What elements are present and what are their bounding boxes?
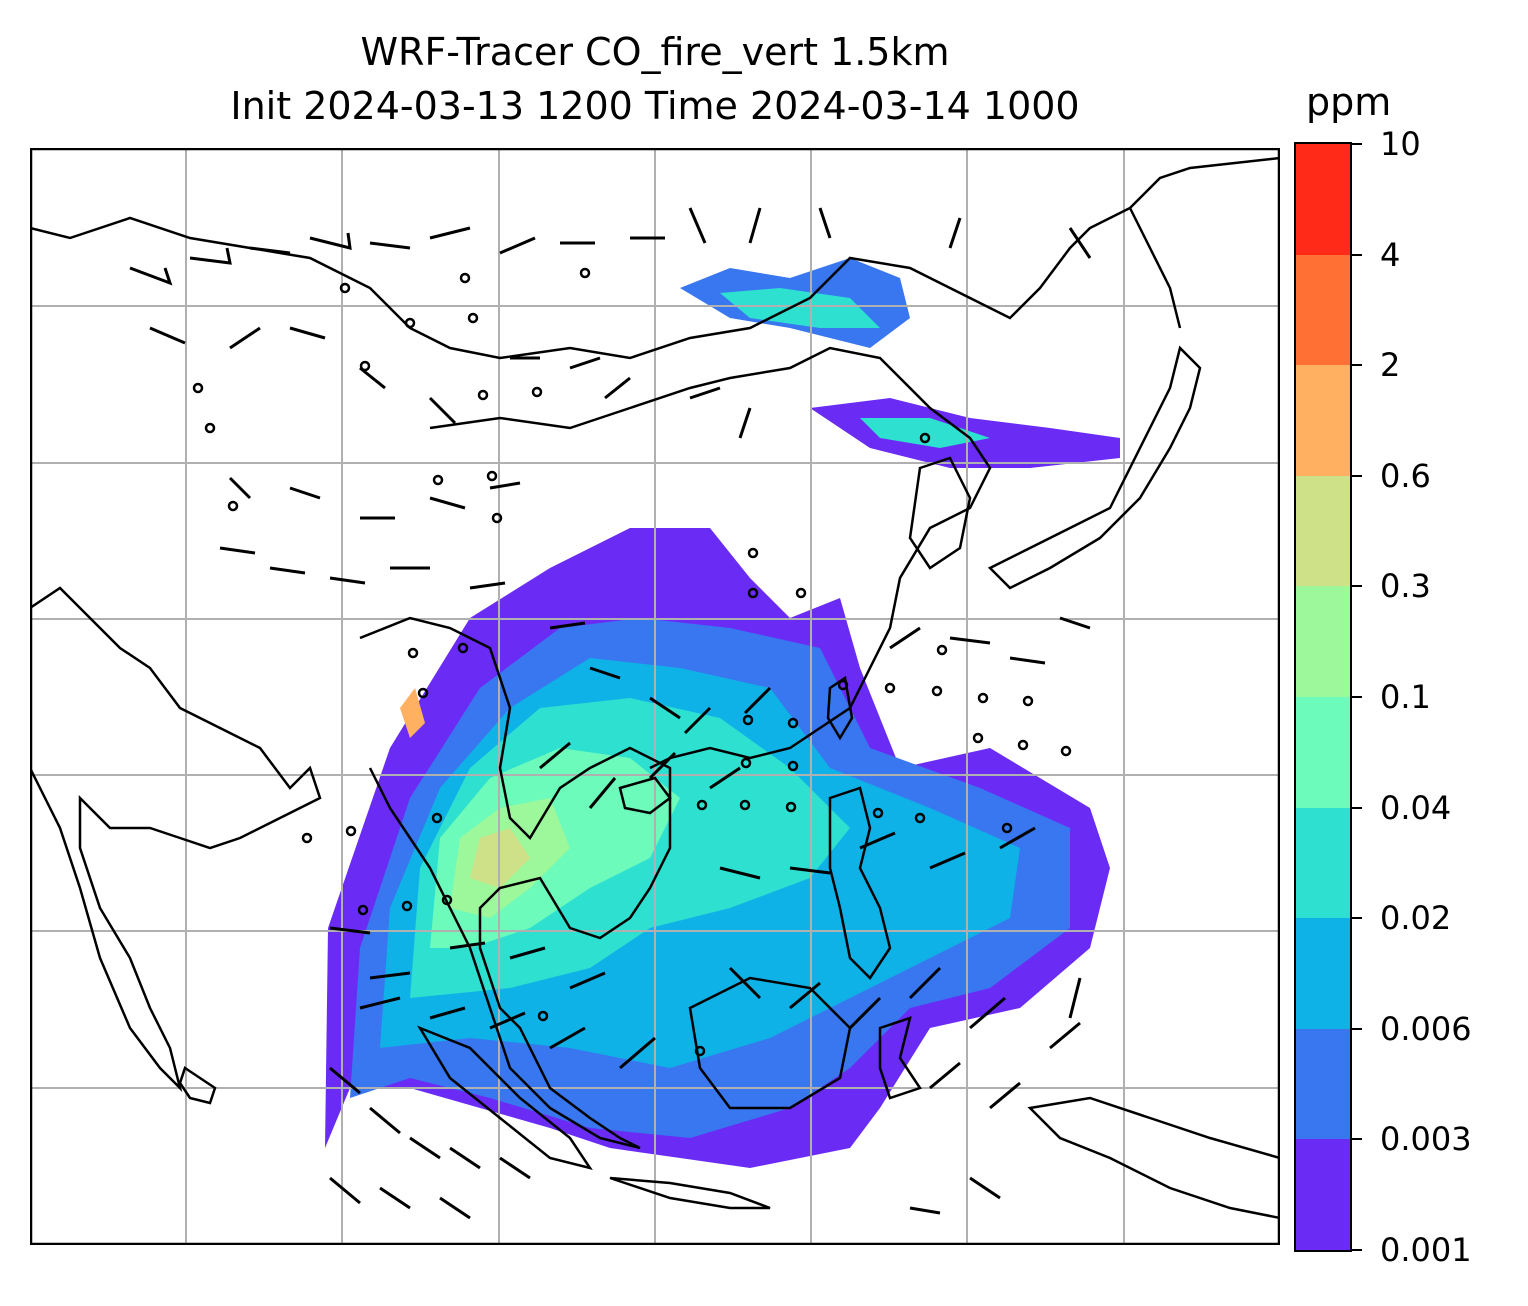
- coastline-newguinea: [1027, 1096, 1280, 1220]
- tracer-field: [325, 258, 1120, 1168]
- coastline-srilanka: [178, 1066, 217, 1105]
- colorbar-tick: [1352, 1138, 1362, 1141]
- colorbar-tick: [1352, 474, 1362, 477]
- colorbar-tick: [1352, 696, 1362, 698]
- coastline-kamchatka: [1128, 207, 1182, 329]
- map-frame: [30, 148, 1280, 1245]
- coastline-japan: [987, 345, 1202, 590]
- coastline-java: [609, 1176, 771, 1210]
- colorbar-tick: [1352, 1027, 1362, 1030]
- colorbar-tick-label: 0.04: [1380, 788, 1452, 827]
- colorbar-segment: [1296, 917, 1350, 1029]
- colorbar-tick-label: 0.02: [1380, 899, 1452, 938]
- colorbar-segment: [1296, 807, 1350, 919]
- colorbar-segment: [1296, 364, 1350, 476]
- colorbar-tick: [1352, 585, 1362, 588]
- colorbar-segment: [1296, 143, 1350, 255]
- colorbar-segment: [1296, 1138, 1350, 1250]
- wind-barbs: [129, 207, 1092, 1220]
- colorbar-tick: [1352, 917, 1362, 920]
- colorbar-tick: [1352, 806, 1362, 809]
- colorbar-tick-label: 2: [1380, 346, 1401, 385]
- coastline-sulawesi: [878, 1016, 922, 1100]
- colorbar-segment: [1296, 696, 1350, 808]
- calm-markers: [192, 267, 1072, 1057]
- map-panel: [30, 148, 1280, 1245]
- colorbar: [1294, 142, 1352, 1252]
- colorbar-tick: [1352, 143, 1362, 145]
- colorbar-unit: ppm: [1306, 80, 1392, 124]
- tracer-level-0.6: [400, 688, 425, 738]
- coastline-india: [30, 586, 322, 1093]
- colorbar-tick-label: 10: [1380, 125, 1421, 163]
- map-title-line1: WRF-Tracer CO_fire_vert 1.5km: [360, 30, 950, 74]
- colorbar-tick-label: 0.003: [1380, 1120, 1472, 1159]
- colorbar-segment: [1296, 1028, 1350, 1140]
- colorbar-tick: [1352, 253, 1362, 256]
- colorbar-segment: [1296, 475, 1350, 587]
- colorbar-tick: [1352, 1249, 1362, 1251]
- coastline-hainan: [618, 776, 672, 815]
- coastline-borneo: [688, 976, 852, 1110]
- colorbar-tick-label: 0.006: [1380, 1009, 1472, 1048]
- coastline-indochina: [359, 616, 672, 1150]
- colorbar-tick-label: 0.6: [1380, 456, 1431, 495]
- coastline-philippines: [828, 786, 892, 980]
- colorbar-segment: [1296, 585, 1350, 697]
- colorbar-segment: [1296, 254, 1350, 366]
- colorbar-tick: [1352, 364, 1362, 367]
- coastline-china: [429, 346, 992, 770]
- map-title-line2: Init 2024-03-13 1200 Time 2024-03-14 100…: [230, 84, 1080, 128]
- colorbar-tick-label: 0.3: [1380, 567, 1431, 606]
- coastline-taiwan: [826, 675, 854, 741]
- colorbar-tick-label: 0.1: [1380, 678, 1431, 716]
- tracer-blob-north2: [720, 288, 880, 328]
- colorbar-tick-label: 0.001: [1380, 1231, 1472, 1269]
- graticule: [30, 148, 1280, 1245]
- coastline-korea: [908, 456, 972, 570]
- coastline-sumatra: [417, 1025, 593, 1170]
- colorbar-tick-label: 4: [1380, 235, 1401, 274]
